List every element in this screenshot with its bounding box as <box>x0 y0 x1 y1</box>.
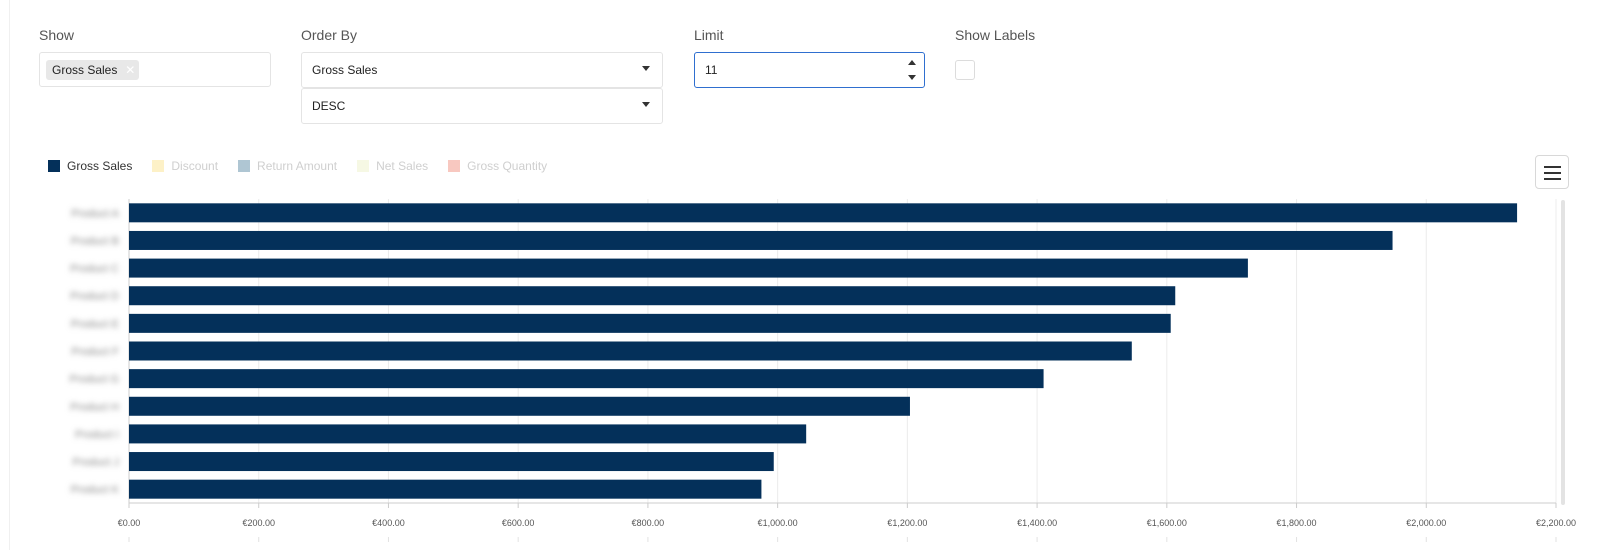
bar <box>129 369 1044 389</box>
x-tick-label: €400.00 <box>372 518 405 528</box>
show-chip-gross-sales: Gross Sales ✕ <box>46 60 140 80</box>
x-tick-label: €1,600.00 <box>1147 518 1187 528</box>
bar <box>129 396 910 416</box>
y-category-label: Product F <box>71 346 119 358</box>
bar <box>129 230 1393 250</box>
order-by-field-select[interactable]: Gross Sales <box>301 52 663 88</box>
x-tick-label: €2,200.00 <box>1536 518 1576 528</box>
order-direction-value: DESC <box>312 99 346 113</box>
bar <box>129 424 807 444</box>
legend-item-discount[interactable]: Discount <box>152 159 218 173</box>
legend-item-gross-sales[interactable]: Gross Sales <box>48 159 132 173</box>
show-labels-checkbox[interactable] <box>955 60 975 80</box>
order-direction-select[interactable]: DESC <box>301 88 663 124</box>
show-label: Show <box>39 27 75 43</box>
chart-legend: Gross Sales Discount Return Amount Net S… <box>48 159 567 173</box>
limit-label: Limit <box>694 27 724 43</box>
limit-value: 11 <box>705 63 718 77</box>
x-tick-label: €800.00 <box>632 518 665 528</box>
bar <box>129 479 762 499</box>
legend-swatch <box>357 160 370 172</box>
y-category-label: Product A <box>71 208 119 220</box>
x-tick-label: €1,200.00 <box>887 518 927 528</box>
legend-label: Net Sales <box>376 159 429 173</box>
x-tick-label: €200.00 <box>242 518 275 528</box>
y-category-label: Product H <box>70 401 119 413</box>
legend-label: Gross Sales <box>67 159 133 173</box>
x-tick-label: €1,400.00 <box>1017 518 1057 528</box>
bar <box>129 313 1171 333</box>
x-tick-label: €0.00 <box>118 518 141 528</box>
order-by-field-value: Gross Sales <box>312 63 378 77</box>
x-tick-label: €2,000.00 <box>1406 518 1446 528</box>
page-edge-rule <box>9 0 10 550</box>
chevron-down-icon <box>642 102 650 107</box>
legend-label: Return Amount <box>257 159 338 173</box>
bar <box>129 452 774 472</box>
y-category-label: Product D <box>70 291 119 303</box>
x-tick-label: €600.00 <box>502 518 535 528</box>
y-category-label: Product K <box>71 484 120 496</box>
legend-swatch <box>448 160 461 172</box>
bar <box>129 258 1248 278</box>
chart-scrollbar[interactable] <box>1561 200 1565 505</box>
y-category-label: Product J <box>73 457 119 469</box>
bar <box>129 203 1518 223</box>
show-multiselect[interactable]: Gross Sales ✕ <box>39 52 271 87</box>
legend-swatch <box>152 160 165 172</box>
chevron-down-icon <box>642 66 650 71</box>
y-category-label: Product B <box>71 235 119 247</box>
legend-item-net-sales[interactable]: Net Sales <box>357 159 428 173</box>
bar <box>129 286 1176 306</box>
hamburger-icon-bar <box>1544 178 1561 180</box>
order-by-label: Order By <box>301 27 358 43</box>
y-category-label: Product C <box>70 263 119 275</box>
legend-item-gross-quantity[interactable]: Gross Quantity <box>448 159 547 173</box>
hamburger-icon-bar <box>1544 172 1561 174</box>
y-category-label: Product I <box>75 429 119 441</box>
legend-swatch <box>238 160 251 172</box>
legend-label: Discount <box>171 159 219 173</box>
x-tick-label: €1,000.00 <box>758 518 798 528</box>
legend-label: Gross Quantity <box>467 159 548 173</box>
decrement-icon[interactable] <box>908 75 916 80</box>
x-tick-label: €1,800.00 <box>1277 518 1317 528</box>
y-category-label: Product E <box>71 318 119 330</box>
increment-icon[interactable] <box>908 60 916 65</box>
limit-number-input[interactable]: 11 <box>694 52 925 88</box>
legend-swatch <box>48 160 60 172</box>
y-category-label: Product G <box>69 374 119 386</box>
chart-menu-button[interactable] <box>1535 155 1569 189</box>
remove-chip-icon[interactable]: ✕ <box>125 63 136 77</box>
chip-label: Gross Sales <box>52 63 118 77</box>
legend-item-return-amount[interactable]: Return Amount <box>238 159 337 173</box>
hamburger-icon <box>1544 166 1561 168</box>
bar <box>129 341 1132 361</box>
show-labels-label: Show Labels <box>955 27 1036 43</box>
